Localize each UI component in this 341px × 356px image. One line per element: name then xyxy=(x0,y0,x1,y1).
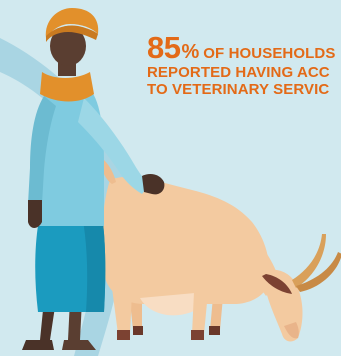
goat-ear xyxy=(262,274,292,294)
herder-hand-back xyxy=(28,200,42,228)
goat-hoof xyxy=(117,330,130,340)
goat-front-leg-near xyxy=(192,292,208,334)
herder-sarong-shade xyxy=(82,214,106,312)
statistic-percentage: 85 xyxy=(147,31,181,65)
goat-belly xyxy=(140,292,207,316)
goat-muzzle xyxy=(284,322,299,339)
goat-horn xyxy=(292,234,326,288)
herder-figure xyxy=(22,8,165,350)
goat-back-leg-near xyxy=(112,288,132,334)
percent-sign: % xyxy=(181,41,200,63)
herder-turban xyxy=(45,8,99,38)
herder-head xyxy=(50,26,86,66)
herder-arm-back xyxy=(28,96,56,204)
goat-horn xyxy=(296,252,341,292)
headline-line2: reported having acc xyxy=(147,64,330,81)
goat-figure xyxy=(102,160,341,342)
herder-hand-front xyxy=(142,174,165,195)
headline-line1: of households xyxy=(203,45,336,62)
headline-first-line: 85% of households xyxy=(147,31,341,64)
goat-tail xyxy=(102,160,116,184)
herder-foot xyxy=(62,340,96,350)
herder-foot xyxy=(22,340,54,350)
headline-line3: to veterinary servic xyxy=(147,81,330,98)
goat-hoof xyxy=(133,326,143,335)
goat-hoof xyxy=(191,330,204,340)
herder-arm-front xyxy=(78,98,150,194)
goat-hoof xyxy=(209,326,220,335)
statistic-headline: 85% of households reported having acc to … xyxy=(147,31,341,98)
goat-body xyxy=(102,177,270,304)
herder-turban-band xyxy=(46,25,98,42)
herder-scarf xyxy=(40,72,94,102)
